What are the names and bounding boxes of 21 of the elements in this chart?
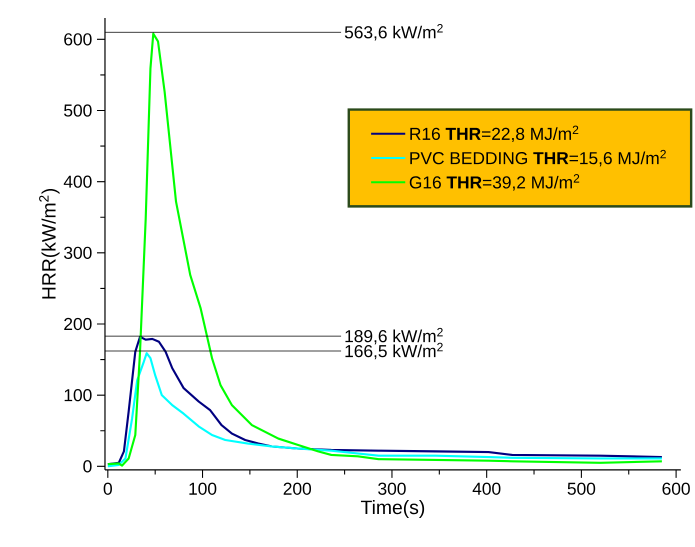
x-tick-label: 200: [284, 482, 312, 495]
y-tick-label: 600: [64, 33, 92, 46]
y-tick-label: 300: [64, 246, 92, 260]
x-tick-label: 0: [104, 482, 112, 495]
ref-line-label: 563,6 kW/m$^{2}$: [344, 24, 443, 41]
legend-label: R16 THR=22,8 MJ/m$^{2}$: [410, 126, 578, 142]
x-tick-label: 300: [378, 482, 406, 495]
legend-label: G16 THR=39,2 MJ/m$^{2}$: [410, 174, 580, 191]
y-tick-label: 500: [64, 104, 92, 117]
x-axis-title: Time(s): [360, 500, 424, 518]
x-tick-label: 500: [568, 482, 596, 495]
x-tick-label: 400: [472, 482, 500, 495]
x-tick-label: 100: [189, 482, 216, 495]
y-tick-label: 100: [64, 389, 92, 402]
x-tick-label: 600: [662, 482, 690, 495]
y-tick-label: 400: [64, 176, 92, 188]
y-tick-label: 0: [83, 460, 92, 473]
y-axis-title: HRR(kW/m$^{2}$): [39, 189, 60, 299]
ref-line-label: 166,5 kW/m$^{2}$: [345, 342, 443, 360]
y-tick-label: 200: [64, 318, 92, 330]
legend-label: PVC BEDDING THR=15,6 MJ/m$^{2}$: [410, 150, 666, 166]
